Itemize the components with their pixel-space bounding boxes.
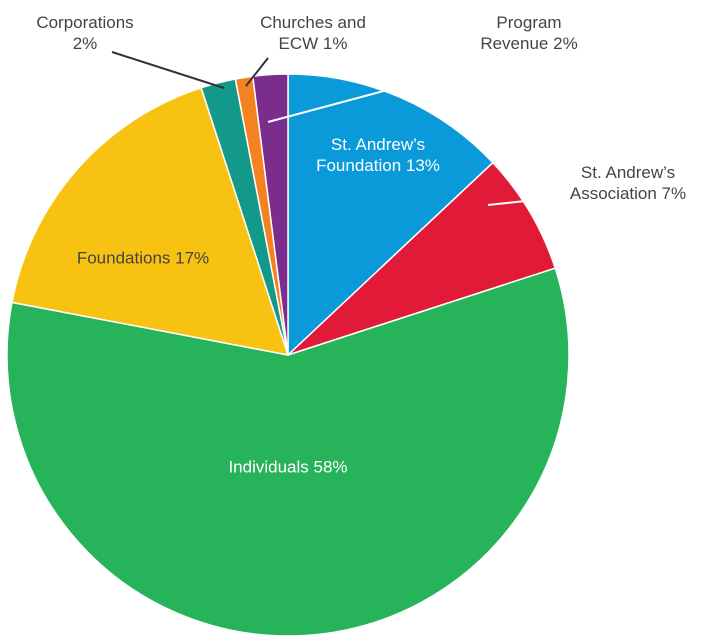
slice-label: St. Andrew’s Foundation 13% (303, 134, 453, 176)
pie-slice (11, 86, 290, 356)
category-label: St. Andrew’s Foundation (316, 135, 426, 175)
slice-label: Corporations 2% (29, 12, 141, 54)
slice-label: St. Andrew’s Association 7% (561, 162, 696, 204)
slice-label: Individuals 58% (178, 457, 398, 478)
slice-label: Foundations 17% (43, 248, 243, 269)
category-label: Corporations (36, 13, 134, 32)
value-label: 7% (661, 184, 687, 203)
slice-label: Churches and ECW 1% (252, 12, 374, 54)
value-label: 2% (553, 34, 578, 53)
category-label: Foundations (76, 248, 171, 268)
slice-label: Program Revenue 2% (468, 12, 590, 54)
value-label: 1% (322, 34, 348, 53)
value-label: 17% (175, 248, 210, 268)
pie-slice (287, 161, 557, 356)
leader-line (245, 57, 269, 87)
category-label: Program Revenue (480, 13, 562, 53)
leader-line (111, 51, 225, 89)
pie-slice (287, 73, 494, 357)
value-label: 58% (313, 457, 348, 477)
category-label: Churches and ECW (260, 13, 366, 53)
leader-line (267, 61, 493, 123)
value-label: 13% (405, 156, 440, 175)
category-label: Individuals (228, 457, 309, 477)
category-label: St. Andrew’s Association (569, 163, 676, 203)
leader-line (487, 196, 563, 206)
slices (6, 73, 570, 637)
value-label: 2% (72, 34, 98, 53)
pie-slice (6, 267, 570, 637)
